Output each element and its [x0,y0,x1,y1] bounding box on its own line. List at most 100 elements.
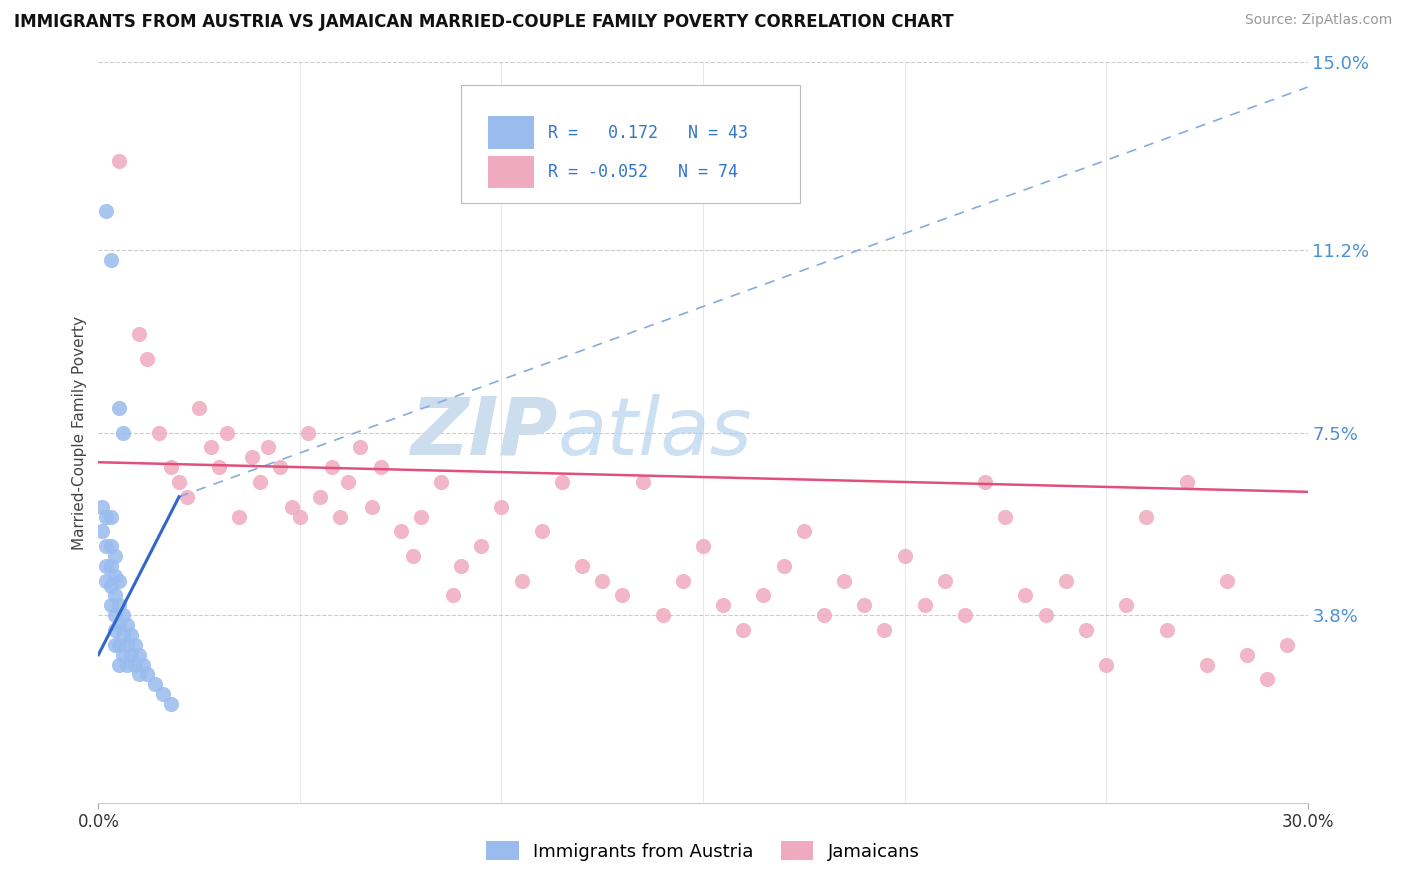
Point [409,509,432,524]
Point [1256,673,1278,687]
Point [103,638,125,652]
Point [100,599,122,613]
Point [349,441,371,455]
Point [103,549,125,563]
Point [103,623,125,637]
Text: R =   0.172   N = 43: R = 0.172 N = 43 [548,124,748,142]
Point [510,574,533,588]
Point [107,638,129,652]
Point [107,618,129,632]
Point [100,579,122,593]
Point [337,475,360,489]
Point [321,460,343,475]
Point [128,648,150,662]
Point [115,638,138,652]
Point [430,475,453,489]
Point [530,524,553,539]
Point [1014,589,1036,603]
Point [934,574,956,588]
Point [832,574,855,588]
Point [1135,509,1157,524]
Point [1095,657,1118,672]
Point [873,623,896,637]
Point [612,589,634,603]
Point [631,475,654,489]
Point [96,509,118,524]
Point [361,500,384,514]
Point [111,608,134,623]
Point [128,667,150,681]
Point [288,509,311,524]
Point [249,475,271,489]
Point [281,500,304,514]
Point [491,500,513,514]
Point [711,599,734,613]
Point [1277,638,1299,652]
Point [591,574,613,588]
Point [128,326,150,341]
Point [148,425,170,440]
Point [402,549,425,563]
Point [450,558,472,573]
Point [651,608,673,623]
Point [793,524,815,539]
Text: R = -0.052   N = 74: R = -0.052 N = 74 [548,163,738,181]
Point [853,599,876,613]
Point [571,558,593,573]
Point [115,657,138,672]
Point [733,623,755,637]
Point [103,589,125,603]
Text: Source: ZipAtlas.com: Source: ZipAtlas.com [1244,13,1392,28]
Point [132,657,155,672]
Bar [488,156,534,188]
Point [1156,623,1178,637]
Point [297,425,319,440]
Point [269,460,291,475]
Point [370,460,392,475]
Point [103,608,125,623]
Point [143,677,166,691]
Bar [488,117,534,149]
Point [441,589,464,603]
Point [329,509,352,524]
Point [893,549,915,563]
Point [120,628,142,642]
Point [1175,475,1198,489]
Point [111,425,134,440]
Point [551,475,574,489]
Text: IMMIGRANTS FROM AUSTRIA VS JAMAICAN MARRIED-COUPLE FAMILY POVERTY CORRELATION CH: IMMIGRANTS FROM AUSTRIA VS JAMAICAN MARR… [14,13,953,31]
Point [91,524,114,539]
Point [953,608,976,623]
Point [160,460,183,475]
Point [91,500,114,514]
Point [1035,608,1057,623]
Point [309,490,332,504]
Point [107,657,129,672]
Point [135,351,157,366]
Point [752,589,775,603]
Point [100,558,122,573]
Point [176,490,198,504]
Text: ZIP: ZIP [411,393,558,472]
Point [152,687,174,701]
Point [813,608,835,623]
Point [120,648,142,662]
Point [100,509,122,524]
Y-axis label: Married-Couple Family Poverty: Married-Couple Family Poverty [72,316,87,549]
Point [1216,574,1239,588]
Point [111,648,134,662]
Point [389,524,412,539]
Legend: Immigrants from Austria, Jamaicans: Immigrants from Austria, Jamaicans [479,834,927,868]
Point [167,475,190,489]
Point [256,441,278,455]
Point [160,697,183,711]
Point [200,441,222,455]
Point [124,657,146,672]
Point [111,628,134,642]
Point [124,638,146,652]
Point [470,539,492,553]
Point [1115,599,1137,613]
Point [107,574,129,588]
Point [107,401,129,415]
Point [188,401,211,415]
